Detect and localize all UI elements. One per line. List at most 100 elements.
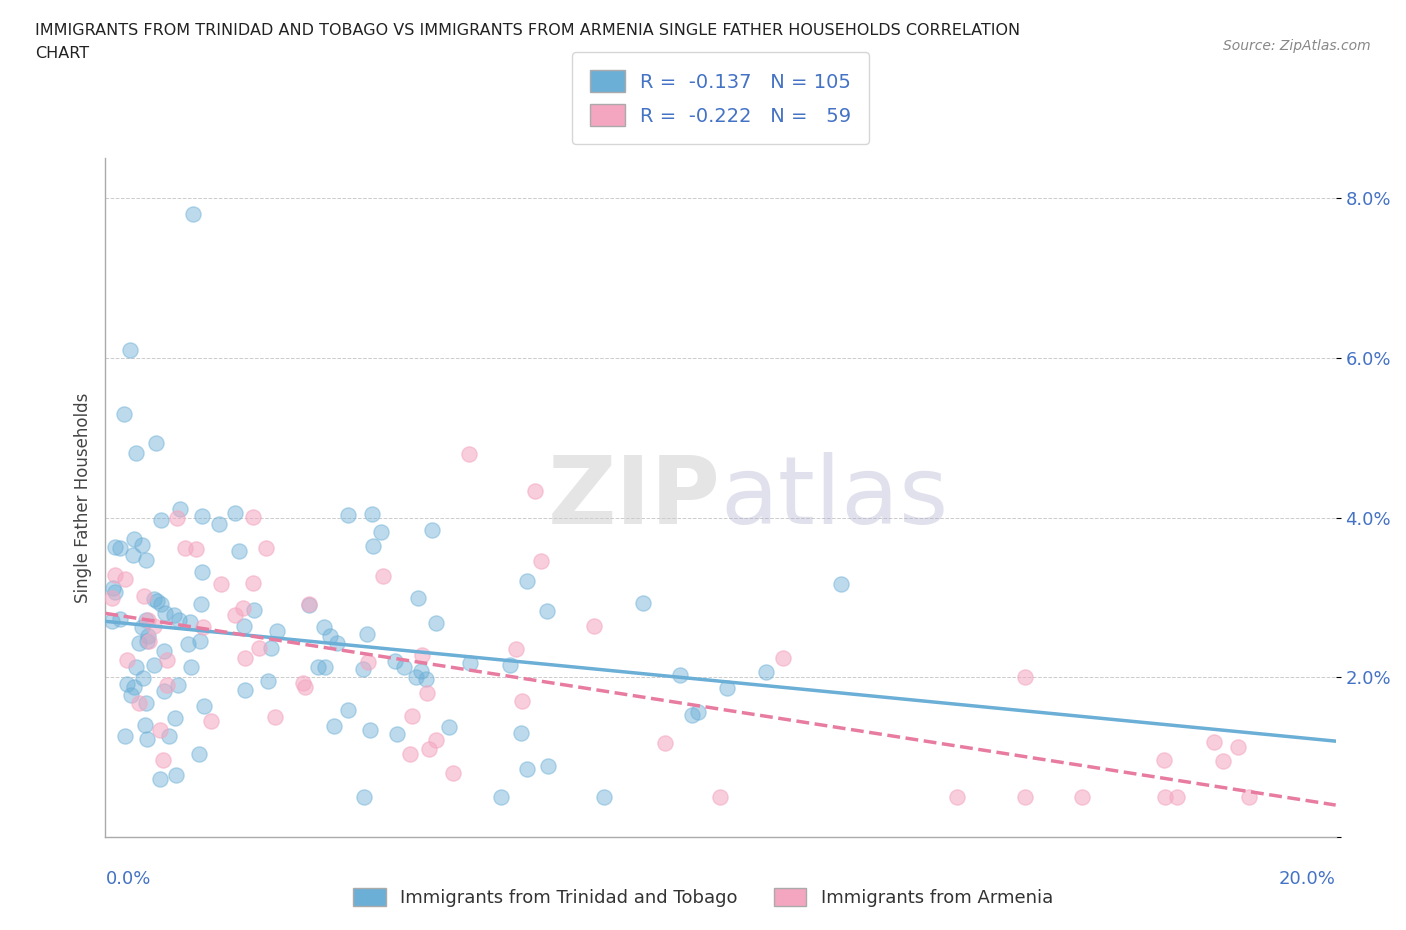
Text: CHART: CHART [35, 46, 89, 61]
Point [415, 672, 437, 687]
Point [416, 685, 439, 700]
Point [323, 719, 346, 734]
Point [256, 673, 278, 688]
Legend: Immigrants from Trinidad and Tobago, Immigrants from Armenia: Immigrants from Trinidad and Tobago, Imm… [344, 879, 1062, 916]
Point [254, 541, 277, 556]
Point [536, 604, 558, 618]
Point [537, 759, 560, 774]
Point [298, 597, 321, 612]
Point [530, 554, 553, 569]
Point [524, 484, 547, 498]
Point [716, 681, 738, 696]
Text: IMMIGRANTS FROM TRINIDAD AND TOBAGO VS IMMIGRANTS FROM ARMENIA SINGLE FATHER HOU: IMMIGRANTS FROM TRINIDAD AND TOBAGO VS I… [35, 23, 1021, 38]
Point [224, 608, 246, 623]
Point [188, 747, 211, 762]
Point [830, 577, 852, 591]
Point [114, 406, 136, 421]
Point [132, 671, 155, 685]
Point [491, 790, 513, 804]
Point [458, 446, 481, 461]
Point [359, 723, 381, 737]
Point [385, 726, 408, 741]
Point [668, 668, 690, 683]
Point [946, 790, 969, 804]
Point [243, 603, 266, 618]
Point [120, 687, 142, 702]
Point [633, 595, 655, 610]
Point [120, 342, 142, 357]
Point [356, 627, 378, 642]
Point [441, 765, 464, 780]
Point [516, 762, 538, 777]
Point [131, 538, 153, 552]
Point [136, 731, 159, 746]
Point [266, 623, 288, 638]
Point [406, 591, 429, 606]
Text: ZIP: ZIP [548, 452, 721, 543]
Point [169, 501, 191, 516]
Point [233, 618, 256, 633]
Point [1227, 739, 1250, 754]
Point [110, 541, 132, 556]
Point [100, 591, 122, 605]
Point [122, 548, 145, 563]
Point [114, 728, 136, 743]
Point [418, 741, 440, 756]
Text: 0.0%: 0.0% [105, 870, 150, 888]
Point [152, 684, 174, 698]
Point [1014, 790, 1036, 804]
Point [165, 711, 187, 725]
Point [148, 723, 170, 737]
Point [103, 539, 125, 554]
Point [188, 634, 211, 649]
Point [384, 653, 406, 668]
Point [352, 662, 374, 677]
Point [115, 653, 138, 668]
Point [128, 696, 150, 711]
Legend: R =  -0.137   N = 105, R =  -0.222   N =   59: R = -0.137 N = 105, R = -0.222 N = 59 [572, 52, 869, 144]
Point [1212, 753, 1234, 768]
Point [422, 523, 444, 538]
Point [208, 516, 231, 531]
Point [294, 680, 316, 695]
Point [108, 612, 131, 627]
Point [709, 790, 731, 804]
Point [509, 725, 531, 740]
Point [186, 542, 208, 557]
Point [173, 540, 195, 555]
Point [122, 531, 145, 546]
Point [458, 656, 481, 671]
Point [163, 608, 186, 623]
Point [336, 508, 359, 523]
Point [233, 650, 256, 665]
Point [193, 698, 215, 713]
Point [505, 642, 527, 657]
Point [122, 680, 145, 695]
Point [312, 619, 335, 634]
Point [104, 567, 127, 582]
Point [190, 596, 212, 611]
Point [654, 736, 676, 751]
Point [1153, 790, 1175, 804]
Point [138, 633, 160, 648]
Point [307, 659, 329, 674]
Point [101, 581, 124, 596]
Point [104, 585, 127, 600]
Point [135, 696, 157, 711]
Point [125, 660, 148, 675]
Point [298, 597, 321, 612]
Point [153, 644, 176, 658]
Point [370, 525, 392, 539]
Point [232, 601, 254, 616]
Point [1071, 790, 1094, 804]
Point [150, 597, 173, 612]
Point [405, 670, 427, 684]
Point [593, 790, 616, 804]
Point [425, 616, 447, 631]
Point [136, 634, 159, 649]
Point [156, 678, 179, 693]
Point [153, 606, 176, 621]
Point [135, 552, 157, 567]
Text: 20.0%: 20.0% [1279, 870, 1336, 888]
Point [264, 710, 287, 724]
